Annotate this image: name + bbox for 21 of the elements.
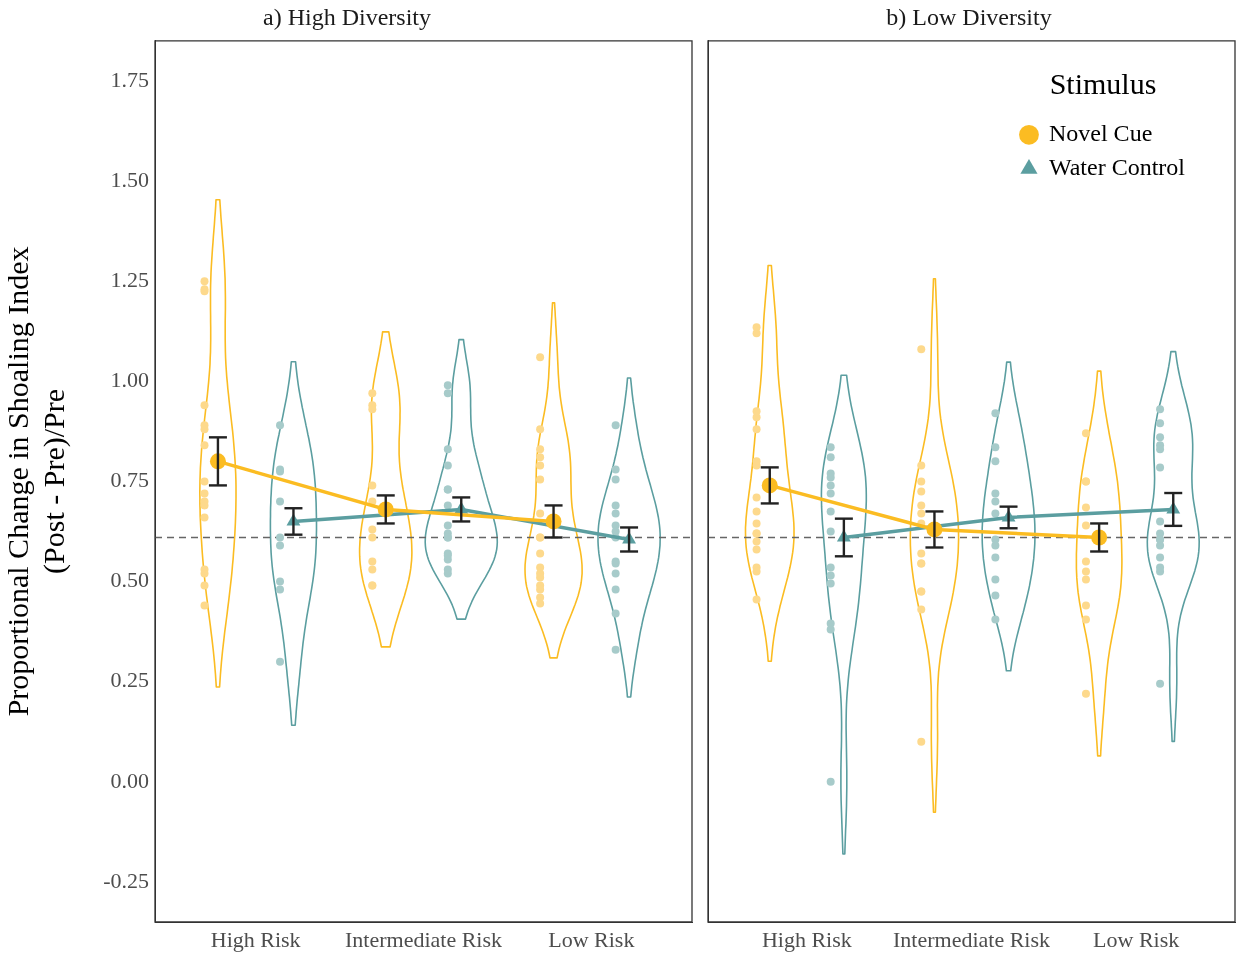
legend-title: Stimulus: [1049, 66, 1157, 100]
legend-label: Water Control: [1048, 154, 1186, 181]
chart-title: a) High Diversity: [263, 3, 431, 30]
x-tick-label: High Risk: [210, 926, 301, 952]
y-tick-label: 1.00: [110, 367, 149, 393]
y-tick-label: 1.75: [110, 66, 149, 92]
y-tick-label: 0.75: [110, 467, 149, 493]
x-tick-label: Low Risk: [1093, 926, 1180, 952]
x-tick-label: High Risk: [761, 926, 852, 952]
y-tick-label: 1.25: [110, 266, 149, 292]
legend-label: Novel Cue: [1048, 120, 1153, 147]
chart-title: b) Low Diversity: [886, 3, 1052, 30]
y-tick-label: -0.25: [103, 867, 149, 893]
x-tick-label: Low Risk: [548, 926, 635, 952]
y-tick-label: 0.50: [110, 567, 149, 593]
y-tick-label: 1.50: [110, 166, 149, 192]
y-tick-label: 0.00: [110, 767, 149, 793]
y-axis-title: Proportional Change in Shoaling Index (Post - Pre)/Pre: [0, 246, 71, 717]
x-tick-label: Intermediate Risk: [892, 926, 1051, 952]
y-tick-label: 0.25: [110, 667, 149, 693]
x-tick-label: Intermediate Risk: [344, 926, 503, 952]
